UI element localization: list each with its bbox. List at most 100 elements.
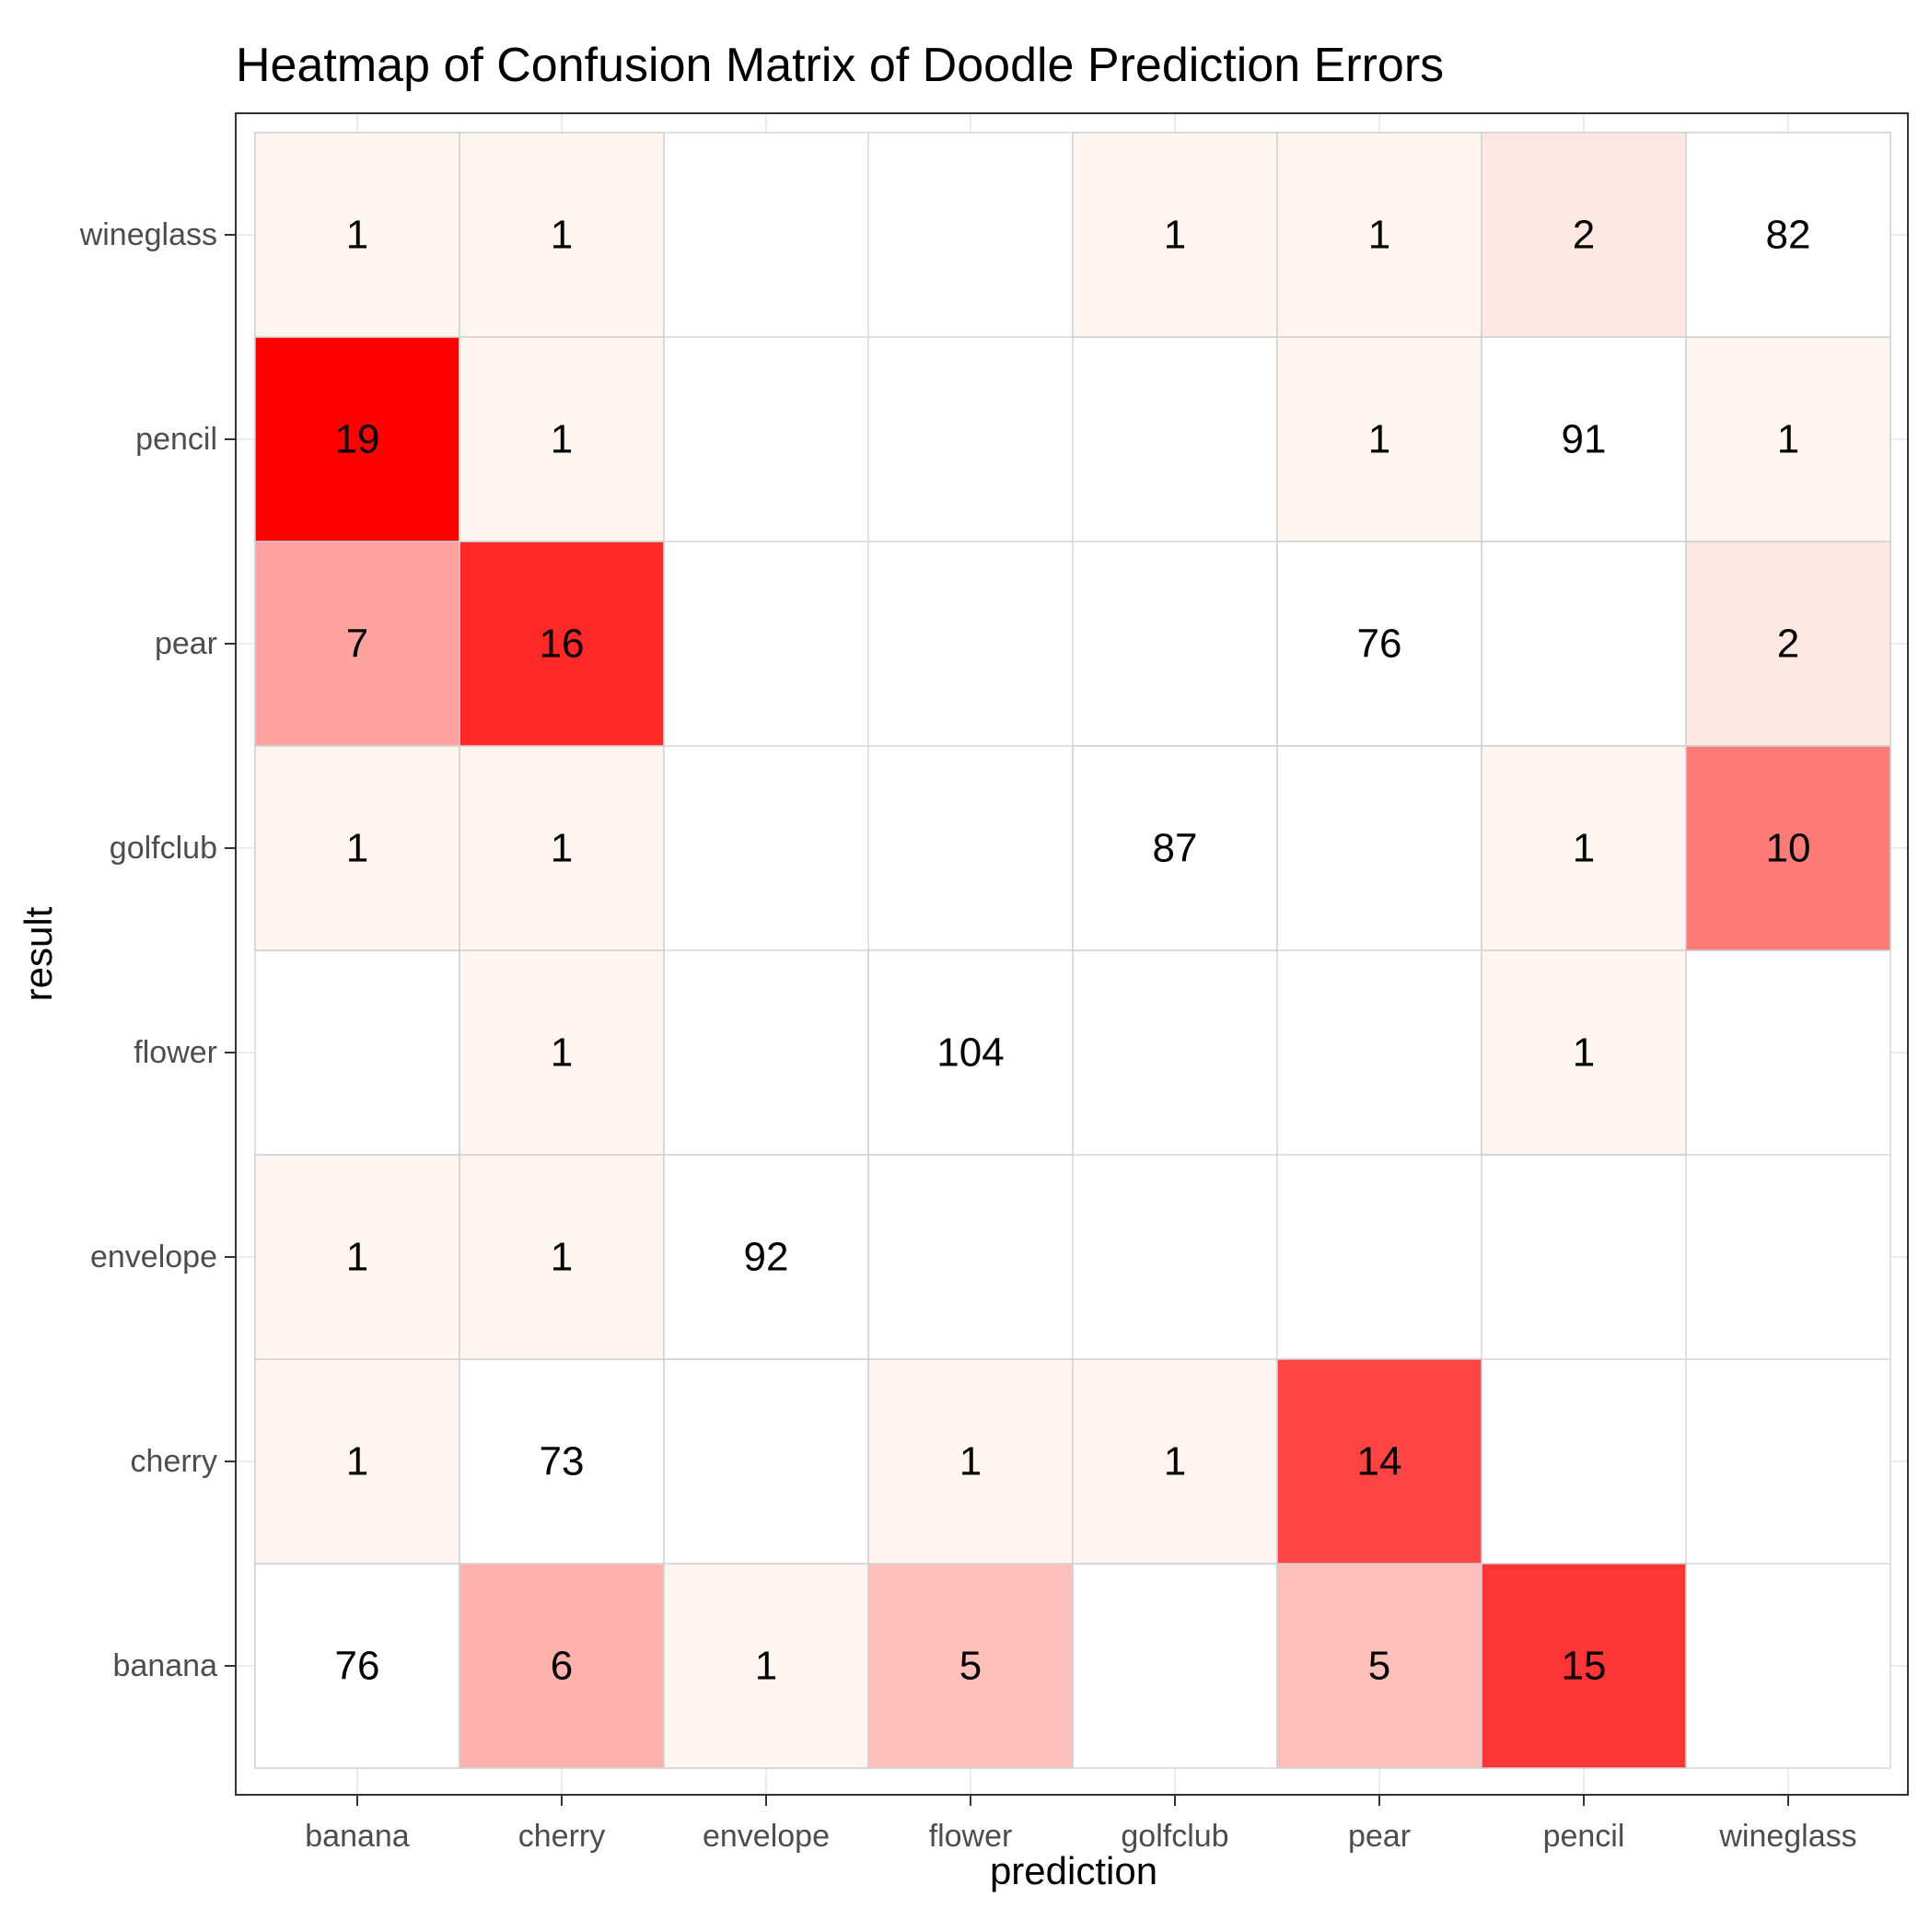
cell-value-label: 73 <box>540 1439 585 1484</box>
heatmap-cell-pencil-banana <box>254 336 460 542</box>
x-axis: banana cherry envelope flower golfclub pear pe… <box>305 1795 1857 1854</box>
chart-title: Heatmap of Confusion Matrix of Doodle Pr… <box>236 39 1444 92</box>
empty-cell <box>663 336 869 542</box>
heatmap-cell-cherry-banana <box>254 1358 460 1565</box>
heatmap-cell-wineglass-golfclub <box>1072 132 1278 338</box>
empty-cell <box>1276 1154 1482 1360</box>
x-tick-label-golfclub: golfclub <box>1121 1819 1228 1854</box>
cell-value-label: 5 <box>1368 1644 1390 1689</box>
empty-cell <box>663 541 869 747</box>
cell-value-label: 1 <box>551 826 573 871</box>
empty-cell <box>663 132 869 338</box>
cell-value-label: 1 <box>346 1235 368 1280</box>
cell-value-label: 1 <box>1368 417 1390 462</box>
x-tick-label-banana: banana <box>305 1819 410 1854</box>
heatmap-cell-wineglass-banana <box>254 132 460 338</box>
empty-cell <box>867 1154 1074 1360</box>
cell-value-label: 1 <box>1164 213 1186 258</box>
cell-value-label: 1 <box>755 1644 777 1689</box>
cell-value-label: 1 <box>551 213 573 258</box>
heatmap-cell-pencil-pencil <box>1481 336 1687 542</box>
cell-value-label: 5 <box>959 1644 982 1689</box>
heatmap-cell-wineglass-wineglass <box>1685 132 1891 338</box>
cell-value-label: 1 <box>551 1235 573 1280</box>
heatmap-cell-pencil-cherry <box>459 336 665 542</box>
empty-cell <box>867 132 1074 338</box>
heatmap-cell-golfclub-cherry <box>459 745 665 951</box>
x-tick-label-wineglass: wineglass <box>1718 1819 1856 1854</box>
empty-cell <box>1276 745 1482 951</box>
cell-value-label: 14 <box>1357 1439 1402 1484</box>
cell-value-label: 1 <box>1368 213 1390 258</box>
heatmap-cell-golfclub-wineglass <box>1685 745 1891 951</box>
y-tick-label-pear: pear <box>155 626 217 661</box>
cell-value-label: 1 <box>551 1030 573 1076</box>
empty-cell <box>254 949 460 1156</box>
y-tick-label-golfclub: golfclub <box>110 831 217 866</box>
cell-value-label: 10 <box>1766 826 1811 871</box>
y-tick-label-banana: banana <box>113 1648 218 1683</box>
heatmap-cell-flower-flower <box>867 949 1074 1156</box>
cell-value-label: 1 <box>1573 1030 1595 1076</box>
cell-value-label: 1 <box>346 1439 368 1484</box>
heatmap-cell-envelope-envelope <box>663 1154 869 1360</box>
y-axis: banana cherry envelope flower golfclub pear pe… <box>79 217 236 1683</box>
cell-value-label: 82 <box>1766 213 1811 258</box>
empty-cell <box>1072 541 1278 747</box>
x-tick-label-pencil: pencil <box>1543 1819 1625 1854</box>
empty-cell <box>1685 949 1891 1156</box>
heatmap-cell-cherry-pear <box>1276 1358 1482 1565</box>
y-tick-label-wineglass: wineglass <box>79 217 217 252</box>
cell-value-label: 7 <box>346 622 368 667</box>
x-axis-title: prediction <box>990 1849 1157 1892</box>
cell-value-label: 1 <box>1777 417 1799 462</box>
cell-value-label: 92 <box>744 1235 789 1280</box>
empty-cell <box>1481 541 1687 747</box>
empty-cell <box>1072 949 1278 1156</box>
cell-value-label: 16 <box>540 622 585 667</box>
y-tick-label-cherry: cherry <box>131 1444 217 1479</box>
y-tick-label-pencil: pencil <box>135 422 217 457</box>
y-tick-label-envelope: envelope <box>90 1240 217 1274</box>
y-axis-title: result <box>17 906 60 1001</box>
empty-cell <box>1276 949 1482 1156</box>
cell-value-label: 15 <box>1562 1644 1607 1689</box>
heatmap-cell-wineglass-pear <box>1276 132 1482 338</box>
heatmap-cell-banana-pencil <box>1481 1563 1687 1769</box>
heatmap-cell-pear-cherry <box>459 541 665 747</box>
cell-value-label: 1 <box>346 213 368 258</box>
heatmap-cell-pear-banana <box>254 541 460 747</box>
heatmap-cell-wineglass-cherry <box>459 132 665 338</box>
empty-cell <box>1072 1154 1278 1360</box>
empty-cell <box>1685 1358 1891 1565</box>
cell-value-label: 76 <box>1357 622 1402 667</box>
cell-value-label: 76 <box>335 1644 380 1689</box>
heatmap-cell-flower-cherry <box>459 949 665 1156</box>
cell-value-label: 104 <box>936 1030 1004 1076</box>
heatmap-cell-golfclub-pencil <box>1481 745 1687 951</box>
empty-cell <box>663 949 869 1156</box>
empty-cell <box>1072 336 1278 542</box>
cell-labels: 76 6 1 5 5 151 73 1 1 141 1 921 104 11 1 87 1 107 16 76 219 1… <box>335 213 1811 1689</box>
cell-value-label: 2 <box>1573 213 1595 258</box>
empty-cell <box>1685 1154 1891 1360</box>
empty-cell <box>663 1358 869 1565</box>
x-tick-label-envelope: envelope <box>703 1819 830 1854</box>
x-tick-label-pear: pear <box>1348 1819 1411 1854</box>
heatmap-cell-pear-pear <box>1276 541 1482 747</box>
cell-value-label: 1 <box>1573 826 1595 871</box>
cell-value-label: 87 <box>1153 826 1198 871</box>
empty-cell <box>1481 1358 1687 1565</box>
panel-border <box>235 112 1909 1796</box>
x-tick-label-flower: flower <box>929 1819 1013 1854</box>
empty-cell <box>1481 1154 1687 1360</box>
heatmap-cell-banana-banana <box>254 1563 460 1769</box>
cell-value-label: 1 <box>1164 1439 1186 1484</box>
heatmap-cell-envelope-banana <box>254 1154 460 1360</box>
x-tick-label-cherry: cherry <box>518 1819 605 1854</box>
heatmap-cell-banana-flower <box>867 1563 1074 1769</box>
cell-value-label: 1 <box>959 1439 982 1484</box>
cell-value-label: 1 <box>346 826 368 871</box>
heatmap-cell-envelope-cherry <box>459 1154 665 1360</box>
